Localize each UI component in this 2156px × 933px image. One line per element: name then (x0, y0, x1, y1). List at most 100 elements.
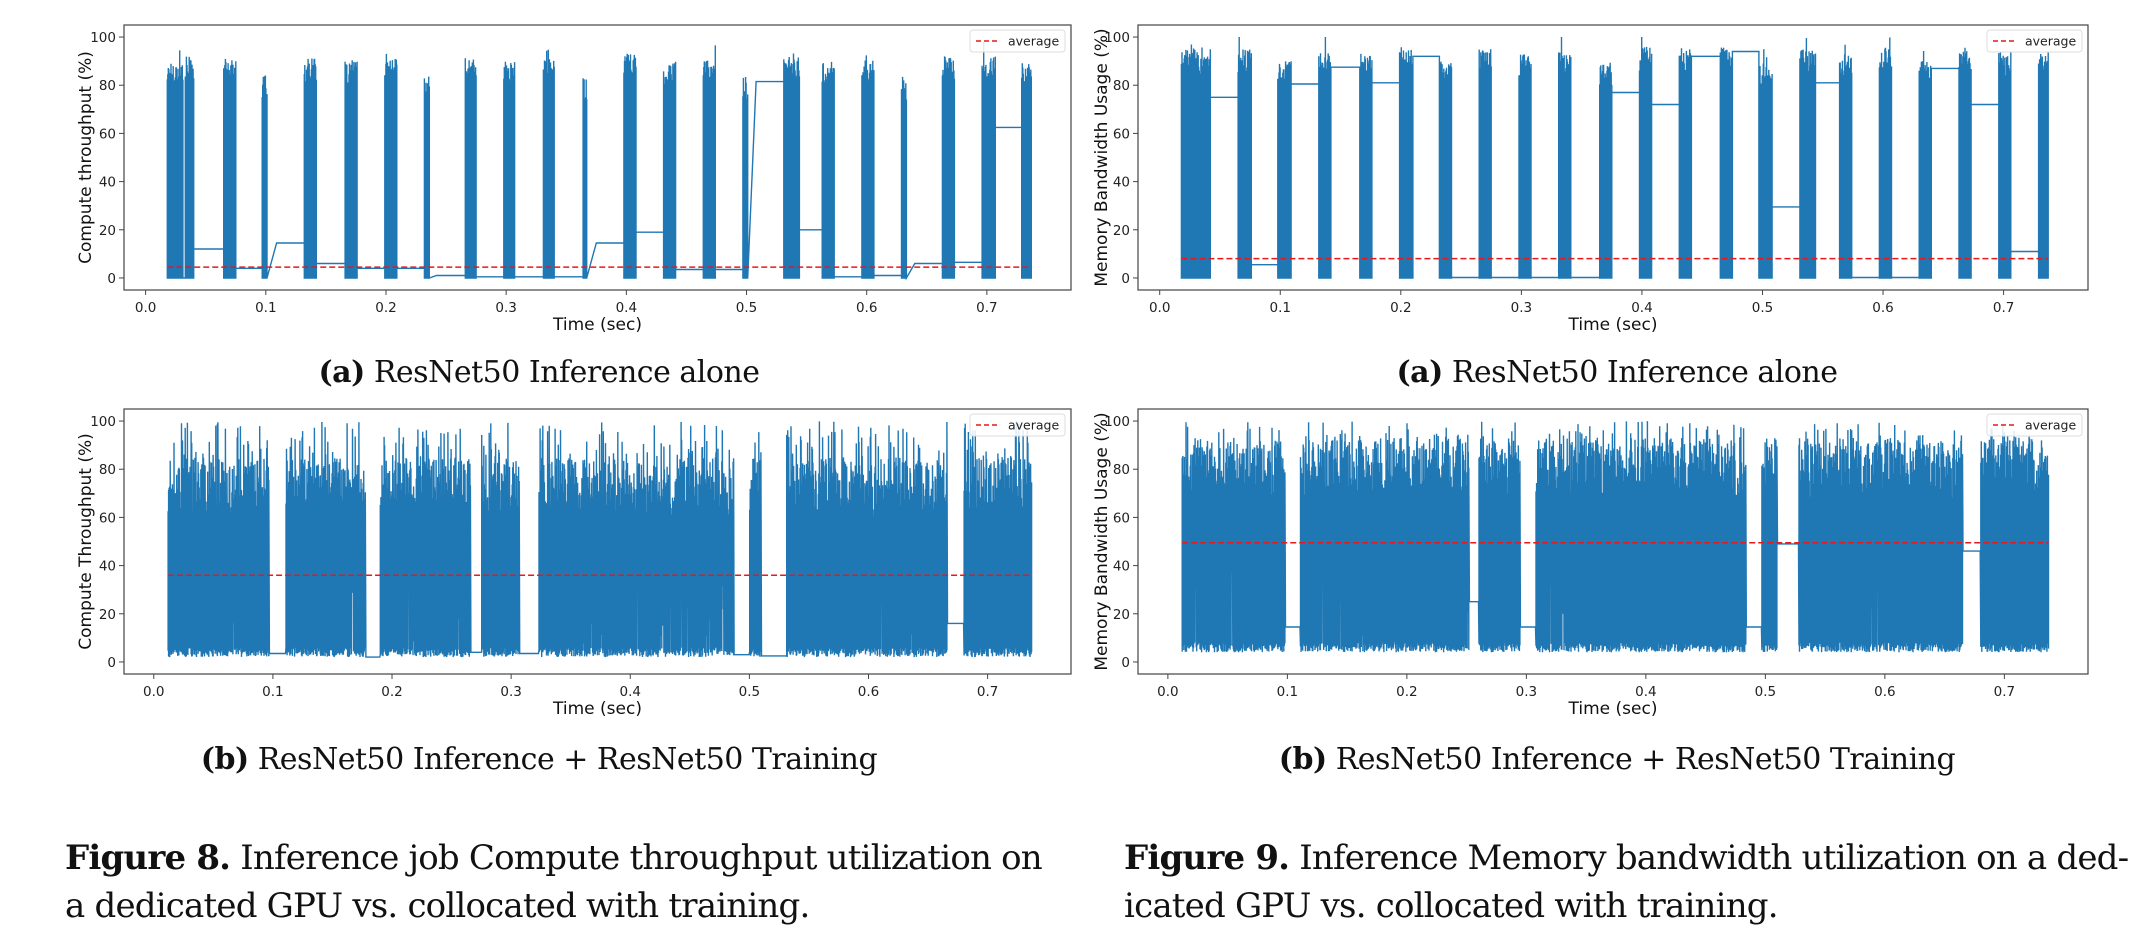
x-tick-label: 0.0 (143, 684, 164, 700)
fig9a-subcaption: (a) ResNet50 Inference alone (1078, 355, 2156, 390)
x-tick-label: 0.1 (1277, 684, 1298, 700)
legend-average-label: average (2025, 418, 2076, 433)
legend-box (969, 413, 1066, 437)
x-tick-label: 0.5 (739, 684, 760, 700)
legend-box (1986, 413, 2083, 437)
y-tick-label: 40 (99, 559, 116, 575)
fig9b-subcaption: (b) ResNet50 Inference + ResNet50 Traini… (1078, 742, 2156, 777)
y-axis-label: Compute Throughput (%) (76, 433, 96, 650)
fig9a-chart: 0.0 0.1 0.2 0.3 0.4 0.5 0.6 0.7 0 20 40 60 80 100 Time… (1092, 24, 2089, 335)
y-tick-label: 0 (1121, 655, 1130, 671)
x-tick-label: 0.4 (1635, 684, 1656, 700)
x-tick-label: 0.2 (1396, 684, 1417, 700)
y-axis-label: Memory Bandwidth Usage (%) (1092, 28, 1112, 286)
y-tick-label: 80 (99, 462, 116, 478)
y-tick-label: 100 (1104, 30, 1130, 46)
figure-8-label: Figure 8. (65, 838, 231, 878)
fig8a-subcaption-tag: (a) (318, 355, 365, 390)
y-tick-label: 80 (99, 78, 116, 94)
x-tick-label: 0.2 (381, 684, 402, 700)
figure-9-caption-line-2: icated GPU vs. collocated with training. (1124, 882, 2144, 930)
figure-9-caption: Figure 9. Inference Memory bandwidth uti… (1124, 834, 2144, 930)
figure-9-caption-text-1: Inference Memory bandwidth utilization o… (1299, 838, 2129, 878)
x-tick-label: 0.5 (736, 300, 757, 316)
fig9b-subcaption-tag: (b) (1278, 742, 1327, 777)
fig9b-subcaption-title: ResNet50 Inference + ResNet50 Training (1335, 742, 1956, 777)
x-tick-label: 0.6 (1872, 300, 1893, 316)
fig8b-subcaption-title: ResNet50 Inference + ResNet50 Training (257, 742, 878, 777)
x-tick-label: 0.6 (1874, 684, 1895, 700)
legend: average (969, 413, 1066, 437)
legend: average (1986, 29, 2083, 53)
y-axis-label: Memory Bandwidth Usage (%) (1092, 412, 1112, 670)
x-tick-label: 0.3 (500, 684, 521, 700)
x-tick-label: 0.5 (1755, 684, 1776, 700)
fig9b-chart: 0.0 0.1 0.2 0.3 0.4 0.5 0.6 0.7 0 20 40 60 80 100 Time… (1092, 408, 2089, 719)
fig9a-subcaption-tag: (a) (1396, 355, 1443, 390)
legend-average-label: average (1008, 418, 1059, 433)
x-axis-label: Time (sec) (1568, 699, 1658, 719)
y-tick-label: 60 (1113, 126, 1130, 142)
fig9a-subcaption-title: ResNet50 Inference alone (1451, 355, 1838, 390)
x-tick-label: 0.0 (1157, 684, 1178, 700)
y-tick-label: 80 (1113, 78, 1130, 94)
fig8a-subcaption-title: ResNet50 Inference alone (373, 355, 760, 390)
fig8b-subcaption: (b) ResNet50 Inference + ResNet50 Traini… (0, 742, 1078, 777)
figure-8-caption-line-1: Figure 8. Inference job Compute throughp… (65, 834, 1065, 882)
series-line (1180, 37, 2049, 279)
y-tick-label: 100 (1104, 414, 1130, 430)
series-line (166, 41, 1032, 281)
legend-average-label: average (1008, 34, 1059, 49)
y-tick-label: 0 (107, 271, 116, 287)
y-tick-label: 20 (99, 223, 116, 239)
x-tick-label: 0.7 (977, 684, 998, 700)
fig9a-panel: 0.0 0.1 0.2 0.3 0.4 0.5 0.6 0.7 0 20 40 60 80 100 Time… (1078, 0, 2156, 335)
y-tick-label: 40 (99, 175, 116, 191)
x-tick-label: 0.4 (620, 684, 641, 700)
fig8b-subcaption-tag: (b) (200, 742, 249, 777)
y-tick-label: 60 (1113, 510, 1130, 526)
legend-box (969, 29, 1066, 53)
y-tick-label: 40 (1113, 175, 1130, 191)
figure-9-caption-text-2: icated GPU vs. collocated with training. (1124, 886, 1779, 926)
x-tick-label: 0.6 (856, 300, 877, 316)
x-tick-label: 0.7 (1994, 684, 2015, 700)
y-axis-label: Compute throughput (%) (76, 51, 96, 264)
fig8a-panel: 0.0 0.1 0.2 0.3 0.4 0.5 0.6 0.7 0 20 40 60 80 100 Time… (0, 0, 1078, 335)
x-tick-label: 0.1 (262, 684, 283, 700)
figure-8-caption-text-1: Inference job Compute throughput utiliza… (240, 838, 1042, 878)
x-tick-label: 0.2 (1390, 300, 1411, 316)
figure-8-caption-line-2: a dedicated GPU vs. collocated with trai… (65, 882, 1065, 930)
fig8b-panel: 0.0 0.1 0.2 0.3 0.4 0.5 0.6 0.7 0 20 40 60 80 100 Time… (0, 390, 1078, 720)
x-axis-label: Time (sec) (552, 699, 642, 719)
fig9b-panel: 0.0 0.1 0.2 0.3 0.4 0.5 0.6 0.7 0 20 40 60 80 100 Time… (1078, 390, 2156, 720)
fig8a-chart: 0.0 0.1 0.2 0.3 0.4 0.5 0.6 0.7 0 20 40 60 80 100 Time… (76, 24, 1072, 335)
x-tick-label: 0.3 (1516, 684, 1537, 700)
x-tick-label: 0.4 (1631, 300, 1652, 316)
plot-frame (123, 24, 1072, 291)
x-tick-label: 0.5 (1752, 300, 1773, 316)
y-tick-label: 40 (1113, 559, 1130, 575)
figure-8-caption: Figure 8. Inference job Compute throughp… (65, 834, 1065, 930)
legend-box (1986, 29, 2083, 53)
y-tick-label: 0 (1121, 271, 1130, 287)
y-tick-label: 60 (99, 126, 116, 142)
figure-8-caption-text-2: a dedicated GPU vs. collocated with trai… (65, 886, 810, 926)
fig8b-chart: 0.0 0.1 0.2 0.3 0.4 0.5 0.6 0.7 0 20 40 60 80 100 Time… (76, 408, 1072, 719)
series-line (1181, 421, 2050, 653)
legend-average-label: average (2025, 34, 2076, 49)
x-tick-label: 0.4 (616, 300, 637, 316)
fig8a-subcaption: (a) ResNet50 Inference alone (0, 355, 1078, 390)
figure-9-caption-line-1: Figure 9. Inference Memory bandwidth uti… (1124, 834, 2144, 882)
x-tick-label: 0.3 (1511, 300, 1532, 316)
x-tick-label: 0.0 (135, 300, 156, 316)
y-tick-label: 20 (1113, 607, 1130, 623)
y-tick-label: 60 (99, 510, 116, 526)
x-tick-label: 0.6 (858, 684, 879, 700)
x-tick-label: 0.1 (1270, 300, 1291, 316)
legend: average (969, 29, 1066, 53)
x-tick-label: 0.1 (255, 300, 276, 316)
x-tick-label: 0.7 (976, 300, 997, 316)
y-tick-label: 0 (107, 655, 116, 671)
x-tick-label: 0.2 (375, 300, 396, 316)
